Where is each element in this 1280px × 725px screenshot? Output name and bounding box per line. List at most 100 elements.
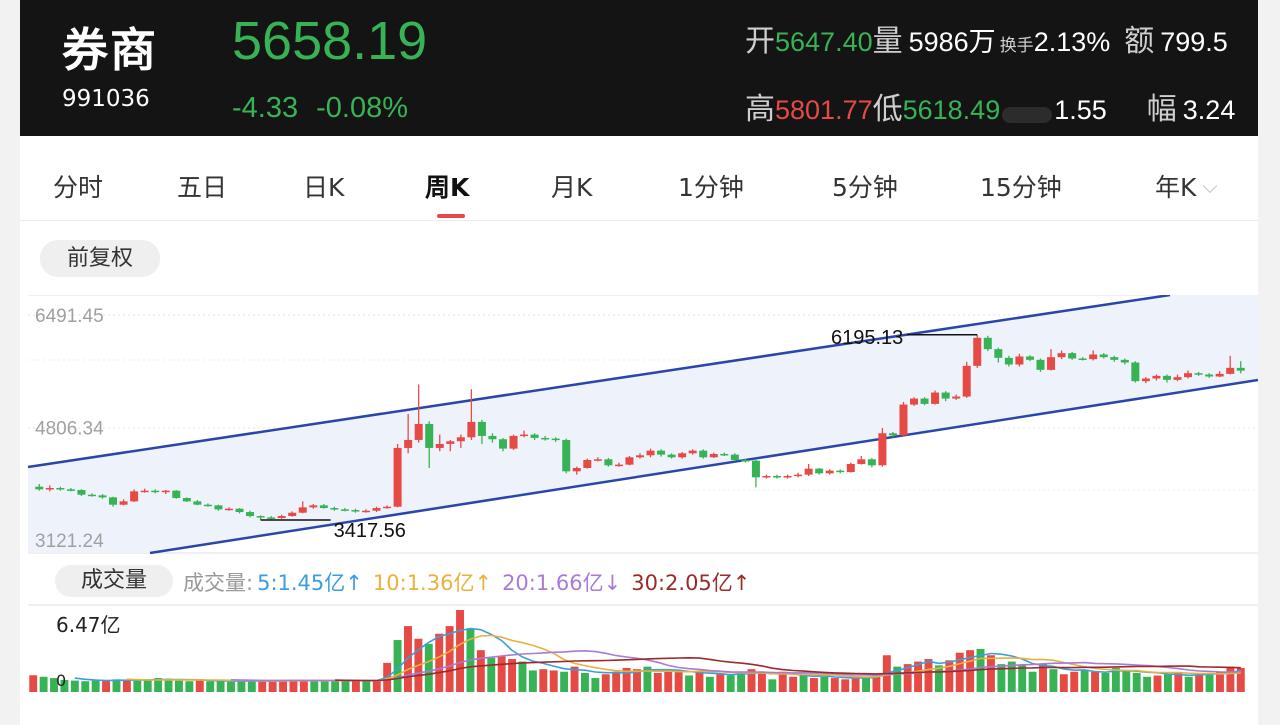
tab-1min[interactable]: 1分钟: [678, 173, 744, 202]
volume-bar: [851, 678, 860, 692]
volume-bar: [102, 679, 111, 692]
candle-body: [77, 490, 86, 495]
ratio-value: 1.55: [1054, 95, 1107, 125]
candle-body: [182, 498, 191, 502]
candle-body: [541, 437, 550, 440]
volume-bar: [372, 681, 381, 692]
candle-body: [319, 505, 328, 509]
tab-monthly-k[interactable]: 月K: [551, 173, 593, 202]
volume-bar: [622, 667, 631, 692]
candle-body: [1110, 357, 1119, 360]
volume-bar: [1132, 672, 1141, 692]
candle-body: [625, 457, 634, 465]
candle-body: [604, 459, 613, 466]
candle-body: [498, 439, 507, 449]
candle-body: [256, 516, 265, 518]
candle-body: [614, 464, 623, 467]
quote-header: 券商 991036 5658.19 -4.33 -0.08% 开5647.40量 5…: [20, 0, 1258, 136]
volume-bar: [299, 680, 308, 692]
price-change: -4.33 -0.08%: [232, 92, 426, 125]
volume-legend: 成交量 成交量: 5:1.45亿↑ 10:1.36亿↑ 20:1.66亿↓ 30:2.0…: [20, 562, 1258, 600]
y-tick-label: 3121.24: [35, 531, 104, 552]
arrow-up-icon: ↑: [732, 571, 751, 595]
high-annotation: 6195.13: [831, 327, 903, 349]
volume-bar: [237, 681, 246, 692]
volume-bar: [986, 655, 995, 692]
tab-intraday[interactable]: 分时: [53, 173, 104, 202]
tab-5min[interactable]: 5分钟: [832, 173, 898, 202]
volume-bar: [320, 681, 329, 692]
volume-bar: [976, 648, 985, 692]
volume-bar: [528, 670, 537, 692]
high-value: 5801.77: [775, 95, 873, 125]
candle-body: [1205, 374, 1214, 377]
candle-body: [994, 349, 1003, 358]
tab-15min[interactable]: 15分钟: [980, 173, 1062, 202]
open-value: 5647.40: [775, 27, 873, 57]
candle-body: [351, 510, 360, 512]
volume-bar: [164, 678, 173, 692]
tab-weekly-k[interactable]: 周K: [425, 173, 470, 202]
ma5-value: 5:1.45亿: [257, 571, 346, 595]
candle-body: [1004, 357, 1013, 365]
volume-bar: [258, 681, 267, 692]
kline-chart[interactable]: 6491.45 4806.34 3121.24 6195.13 3417.56 6.47亿…: [20, 293, 1258, 725]
candle-body: [646, 450, 655, 456]
candle-body: [203, 504, 212, 507]
y-tick-label: 6491.45: [35, 306, 104, 327]
volume-bar: [393, 640, 402, 692]
channel-upper-line: [27, 293, 1171, 469]
candle-body: [572, 467, 581, 472]
open-label: 开: [745, 24, 775, 59]
volume-bar: [799, 675, 808, 692]
candle-body: [910, 398, 919, 405]
volume-bar: [1070, 671, 1079, 692]
volume-label: 量: [872, 24, 903, 59]
volume-bar: [247, 680, 256, 692]
volume-bar: [112, 679, 121, 692]
candle-body: [751, 460, 760, 478]
candle-body: [267, 517, 276, 519]
volume-bar: [685, 675, 694, 692]
volume-bar: [154, 678, 163, 692]
candle-body: [309, 505, 318, 508]
candle-body: [172, 490, 181, 499]
candle-body: [530, 434, 539, 438]
candle-body: [741, 459, 750, 462]
volume-bar: [91, 680, 100, 692]
candle-body: [425, 423, 434, 448]
volume-bar: [580, 672, 589, 692]
volume-bar: [70, 680, 79, 692]
volume-bar: [1174, 672, 1183, 692]
candle-body: [941, 392, 950, 399]
candle-body: [435, 443, 444, 448]
candle-body: [920, 398, 929, 404]
candle-body: [161, 490, 170, 493]
volume-bar: [362, 679, 371, 692]
amount-label: 额: [1124, 24, 1155, 59]
volume-bar: [1007, 661, 1016, 692]
volume-bar: [674, 670, 683, 692]
tab-five-day[interactable]: 五日: [177, 173, 228, 202]
volume-bar: [924, 659, 933, 692]
volume-bar: [726, 675, 735, 692]
volume-bar: [1049, 669, 1058, 692]
volume-bar: [341, 681, 350, 692]
candle-body: [1215, 373, 1224, 377]
volume-bar: [331, 680, 340, 692]
tab-daily-k[interactable]: 日K: [303, 173, 345, 202]
arrow-up-icon: ↑: [345, 571, 363, 595]
index-name: 券商: [62, 23, 158, 77]
volume-bar: [29, 675, 38, 692]
tab-yearly-k[interactable]: 年K ⌵: [1155, 168, 1218, 204]
candle-body: [361, 510, 370, 513]
adjust-button[interactable]: 前复权: [40, 240, 160, 277]
volume-indicator-button[interactable]: 成交量: [55, 565, 173, 597]
candle-body: [962, 365, 971, 397]
candle-body: [372, 508, 381, 511]
volume-bar: [351, 680, 360, 692]
ma30-line: [335, 656, 1241, 682]
volume-bar: [133, 680, 142, 692]
chevron-down-icon: ⌵: [1202, 174, 1218, 198]
volume-bar: [1122, 670, 1131, 692]
